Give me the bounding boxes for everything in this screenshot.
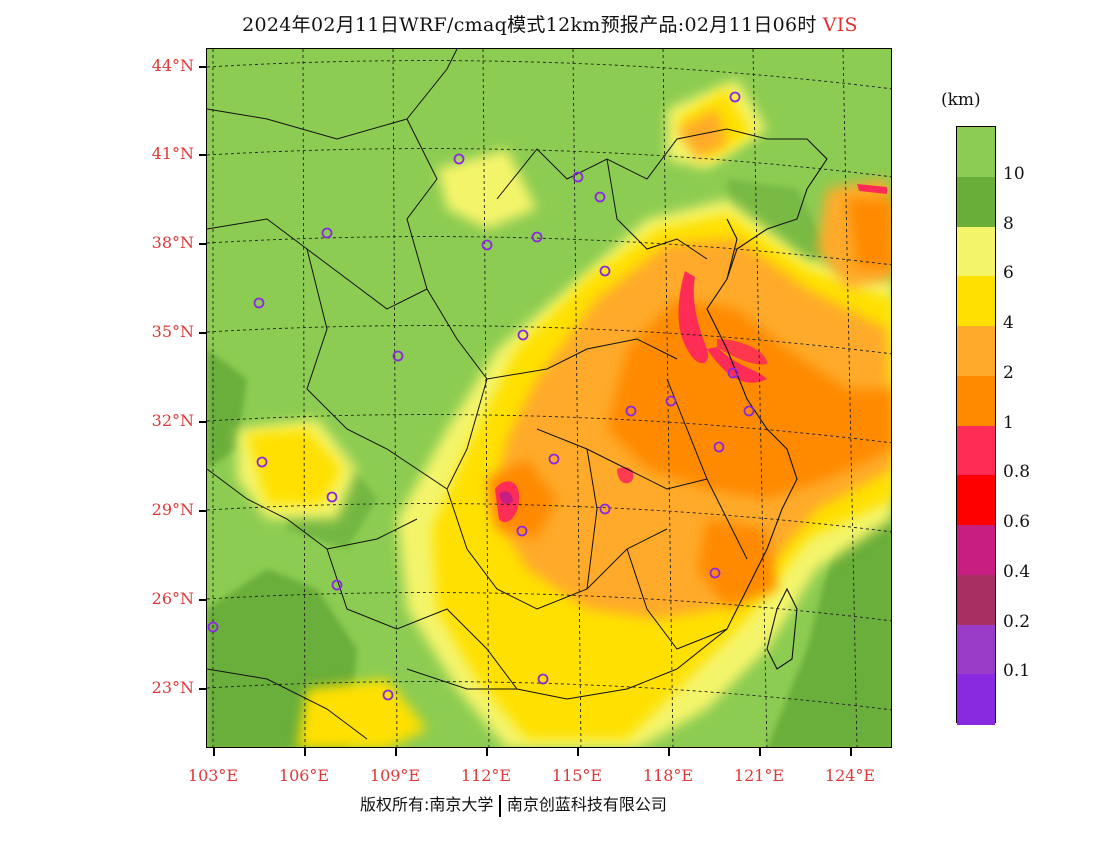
legend-swatch [957, 375, 995, 426]
legend-swatch [957, 525, 995, 576]
legend-swatch [957, 127, 995, 178]
legend-swatch [957, 326, 995, 377]
lat-label-29: 29°N [151, 500, 194, 519]
lat-tick [199, 688, 207, 690]
credit-separator [499, 794, 501, 817]
credit-university: 版权所有:南京大学 [360, 795, 494, 814]
lat-label-23: 23°N [151, 678, 194, 697]
legend-swatch [957, 425, 995, 476]
legend-label: 1 [1003, 412, 1014, 433]
legend-swatch [957, 176, 995, 227]
lon-label-121: 121°E [733, 766, 785, 785]
lat-tick [199, 154, 207, 156]
legend-swatch [957, 226, 995, 277]
copyright-credit: 版权所有:南京大学 南京创蓝科技有限公司 [360, 791, 667, 817]
legend-label: 4 [1003, 313, 1014, 333]
lat-tick [199, 510, 207, 512]
legend-label: 2 [1003, 362, 1014, 383]
lon-label-103: 103°E [187, 766, 239, 785]
visibility-map [206, 48, 892, 748]
lon-label-112: 112°E [460, 766, 512, 785]
lon-tick [486, 748, 488, 756]
legend-label: 0.4 [1003, 561, 1031, 582]
lon-label-124: 124°E [824, 766, 876, 785]
legend-unit: (km) [941, 90, 981, 110]
lat-label-35: 35°N [151, 322, 194, 341]
lat-label-44: 44°N [151, 56, 194, 75]
lon-tick [304, 748, 306, 756]
legend-label: 8 [1003, 213, 1014, 234]
legend-swatch [957, 475, 995, 526]
lon-label-109: 109°E [369, 766, 421, 785]
lat-tick [199, 243, 207, 245]
lat-tick [199, 332, 207, 334]
lon-label-115: 115°E [551, 766, 603, 785]
legend-swatch [957, 674, 995, 725]
province-boundaries [207, 49, 768, 740]
lon-tick [213, 748, 215, 756]
legend-label: 10 [1003, 163, 1025, 184]
lon-tick [759, 748, 761, 756]
legend-label: 0.8 [1003, 462, 1031, 483]
vis-lt1-regions [495, 184, 887, 523]
lat-tick [199, 66, 207, 68]
coastline [676, 138, 828, 670]
lon-tick [395, 748, 397, 756]
credit-company: 南京创蓝科技有限公司 [506, 795, 667, 814]
legend-label: 0.6 [1003, 512, 1031, 532]
lat-tick [199, 421, 207, 423]
lat-label-32: 32°N [151, 411, 194, 430]
title-variable: VIS [822, 14, 858, 36]
city-markers [207, 91, 755, 701]
lon-label-106: 106°E [278, 766, 330, 785]
lon-tick [668, 748, 670, 756]
legend-swatch [957, 276, 995, 327]
color-legend [956, 126, 996, 725]
lat-label-41: 41°N [151, 144, 194, 163]
legend-swatch [957, 624, 995, 675]
title-text: 2024年02月11日WRF/cmaq模式12km预报产品:02月11日06时 [242, 14, 817, 36]
lon-tick [577, 748, 579, 756]
lat-label-26: 26°N [151, 589, 194, 608]
parallel-gridlines [207, 60, 891, 711]
legend-swatch [957, 574, 995, 625]
map-title: 2024年02月11日WRF/cmaq模式12km预报产品:02月11日06时 V… [0, 10, 1100, 37]
legend-label: 6 [1003, 263, 1014, 284]
legend-label: 0.2 [1003, 611, 1031, 632]
lat-tick [199, 599, 207, 601]
lat-label-38: 38°N [151, 233, 194, 252]
lon-tick [850, 748, 852, 756]
lon-label-118: 118°E [642, 766, 694, 785]
legend-label: 0.1 [1003, 661, 1031, 682]
map-canvas [207, 49, 891, 747]
